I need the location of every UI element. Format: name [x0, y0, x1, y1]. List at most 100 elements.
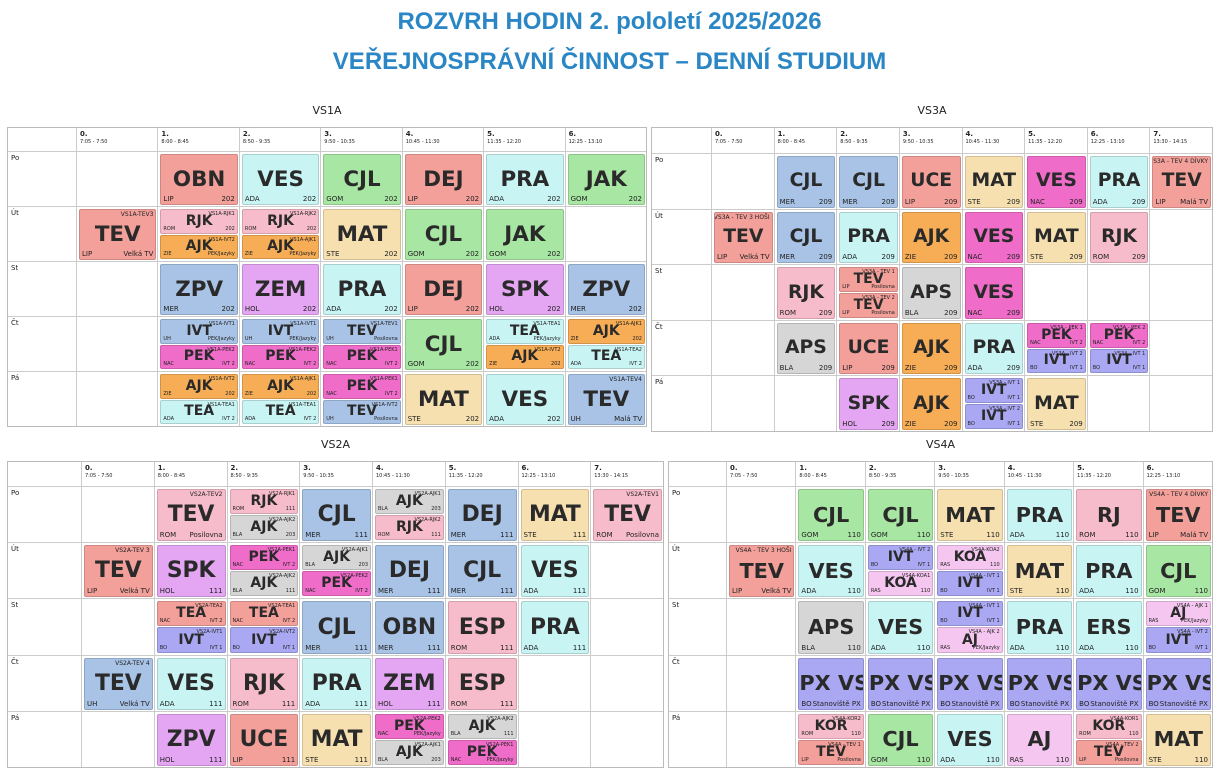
lesson-room: 111	[281, 699, 296, 708]
timetable-cell: CJL MER 209	[836, 153, 899, 209]
period-header: 2. 8:50 - 9:35	[226, 462, 300, 486]
lesson-teacher: BLA	[450, 730, 461, 737]
lesson-subject: VES	[973, 226, 1015, 247]
lesson: VES ADA 110	[937, 713, 1003, 766]
lesson-teacher: LIP	[1155, 197, 1166, 206]
lesson-teacher: GOM	[801, 531, 819, 540]
lesson-room: IVT 2	[629, 361, 642, 367]
period-number: 7.	[594, 464, 602, 472]
period-time: 7:05 - 7:50	[730, 473, 758, 479]
lesson-room: 202	[221, 305, 235, 313]
lesson-group: VS1A-IVT2	[534, 346, 561, 353]
lesson: TEV VS3A - TEV 4 DÍVKY LIP Malá TV	[1152, 156, 1211, 208]
lesson-group: VS3A - TEV 3 HOŠI	[714, 213, 770, 221]
timetable-cell: PX VS BO Stanoviště PX	[864, 654, 935, 711]
lesson: AJ VS4A - AJK 2 RAS PEK/Jazyky	[937, 627, 1003, 653]
lesson-subject: TEV	[347, 322, 377, 339]
lesson: TEV VS3A - TEV 3 HOŠI LIP Velká TV	[714, 211, 773, 264]
period-number: 3.	[938, 464, 946, 472]
lesson-subject: KOA	[884, 575, 917, 592]
timetable-cell: AJK VS1A-AJK1 ZIE 202 TEA VS1A-TEA1 ADA IVT 2	[238, 371, 321, 426]
period-header: 4. 10:45 - 11:30	[401, 128, 483, 151]
lesson-room: 202	[384, 250, 398, 258]
lesson: PEK VS1A-PEK2 NAC IVT 2	[241, 344, 320, 369]
timetable-name: VS3A	[917, 104, 947, 117]
period-time: 7:05 - 7:50	[715, 139, 743, 145]
lesson: MAT STE 209	[1027, 378, 1086, 430]
lesson: MAT STE 209	[1027, 211, 1086, 264]
period-time: 7:05 - 7:50	[85, 473, 113, 479]
lesson-subject: SPK	[166, 558, 216, 584]
lesson-teacher: NAC	[967, 253, 983, 262]
timetable-cell: AJK VS2A-AJK1 BLA 203 RJK VS2A-RJK2 ROM 111	[372, 486, 445, 543]
timetable-cell: ZEM HOL 111	[372, 654, 445, 711]
timetable-cell: PX VS BO Stanoviště PX	[934, 654, 1004, 711]
timetable-cell: MAT STE 209	[1024, 208, 1087, 265]
lesson-teacher: NAC	[1092, 339, 1104, 346]
lesson: IVT VS3A - IVT 1 BO IVT 1	[1089, 348, 1149, 374]
lesson-teacher: BO	[1148, 644, 1156, 651]
lesson-teacher: ZIE	[244, 390, 253, 397]
lesson-teacher: LIP	[1148, 531, 1159, 540]
period-number: 5.	[448, 464, 457, 472]
lesson: RJ ROM 110	[1076, 489, 1142, 542]
lesson-group: VS3A - IVT 1	[1114, 350, 1146, 357]
lesson-subject: CJL	[424, 221, 463, 247]
period-header: 7. 13:30 - 14:15	[1149, 128, 1212, 153]
lesson-subject: MAT	[418, 386, 469, 412]
timetable-cell: PRA ADA 111	[299, 654, 372, 711]
lesson: TEV VS2A-TEV1 ROM Posilovna	[593, 489, 662, 542]
lesson-room: IVT 2	[222, 416, 235, 422]
lesson: MAT STE 110	[1145, 713, 1211, 766]
lesson-room: 202	[384, 195, 398, 203]
timetable-cell	[711, 375, 774, 431]
timetable-cell: TEA VS2A-TEA2 NAC IVT 2 IVT VS2A-IVT1 BO IVT 1	[153, 598, 227, 655]
day-label: Út	[652, 208, 711, 265]
timetable-cell: RJK ROM 209	[773, 264, 837, 320]
lesson-room: IVT 1	[917, 562, 931, 569]
timetable-name: VS2A	[320, 438, 351, 451]
lesson-subject: TEV	[723, 226, 764, 247]
lesson-room: 203	[431, 506, 441, 513]
lesson-subject: RJK	[787, 281, 824, 303]
lesson-room: Posilovna	[837, 756, 861, 763]
lesson-teacher: ADA	[870, 643, 886, 652]
timetable-cell: IVT VS4A - IVT 1 BO IVT 1 AJ VS4A - AJK 2 RAS P…	[934, 598, 1004, 655]
lesson-teacher: HOL	[378, 699, 393, 708]
lesson-subject: TEA	[176, 605, 207, 622]
timetable-cell	[590, 542, 663, 599]
period-number: 5.	[487, 130, 495, 138]
period-header: 5. 11:35 - 12:20	[444, 462, 518, 486]
lesson-subject: TEV	[604, 502, 651, 528]
lesson-room: 209	[944, 364, 958, 373]
lesson-group: VS4A-KOR1	[1110, 715, 1139, 722]
day-label: Čt	[8, 316, 76, 371]
lesson-subject: PEK	[346, 377, 378, 394]
lesson-room: Posilovna	[1115, 756, 1139, 763]
lesson-room: 110	[916, 755, 931, 764]
lesson: AJK VS2A-AJK1 BLA 203	[375, 489, 444, 515]
lesson-teacher: ADA	[326, 305, 342, 313]
lesson-teacher: BLA	[232, 532, 243, 539]
lesson-subject: PEK	[466, 743, 498, 760]
lesson-group: VS1A-IVT1	[208, 321, 235, 327]
timetable-cell: AJK ZIE 209	[898, 319, 962, 376]
day-label: Pá	[8, 710, 81, 767]
lesson-room: 209	[881, 364, 895, 373]
timetable: 0. 7:05 - 7:50 1. 8:00 - 8:45 2. 8:50 - 9:35 3…	[7, 461, 664, 768]
period-number: 2.	[840, 130, 848, 138]
lesson-room: IVT 2	[384, 361, 398, 367]
lesson-subject: DEJ	[423, 166, 464, 192]
lesson-room: IVT 2	[1070, 339, 1083, 346]
lesson: IVT VS1A-IVT1 UH PEK/Jazyky	[160, 319, 238, 344]
lesson-subject: CJL	[882, 727, 919, 752]
lesson-teacher: NAC	[232, 618, 244, 625]
timetable-cell: APS BLA 209	[773, 319, 837, 376]
timetable-cell: TEV VS3A - TEV 1 LIP Posilovna TEV VS3A - TEV…	[836, 264, 899, 320]
lesson-subject: OBN	[172, 166, 226, 192]
lesson: VES ADA 202	[241, 154, 320, 205]
lesson-room: 110	[1129, 730, 1139, 737]
lesson-teacher: LIP	[732, 587, 743, 596]
lesson-room: 111	[572, 531, 587, 540]
lesson-group: VS1A-RJK1	[208, 211, 235, 217]
